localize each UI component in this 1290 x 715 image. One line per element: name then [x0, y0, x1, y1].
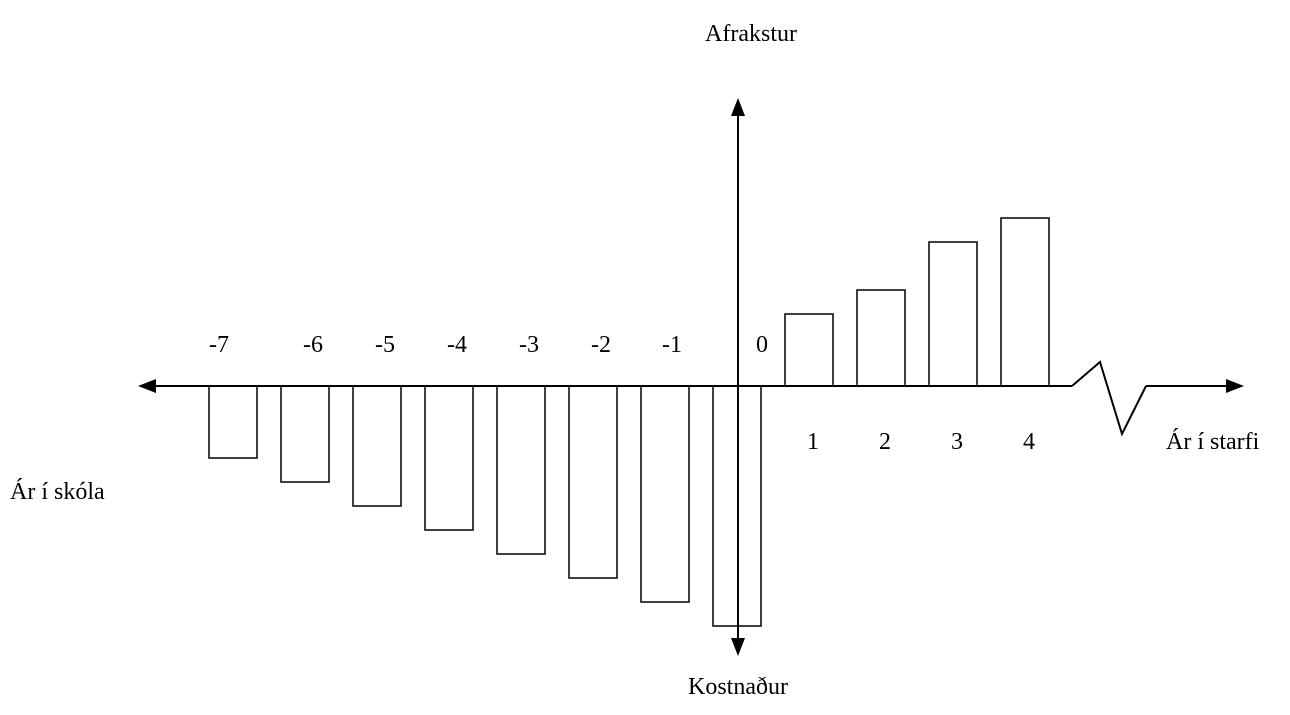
tick-label-work-1: 1 — [807, 429, 819, 455]
bar-work-3 — [928, 241, 978, 387]
tick-label-school--1: -1 — [662, 332, 682, 358]
left-arrow-icon — [138, 379, 156, 393]
axes — [152, 112, 1228, 642]
tick-labels: -7 -6 -5 -4 -3 -2 -1 0 1 2 3 4 — [209, 332, 1035, 455]
tick-label-school-0: 0 — [756, 332, 768, 358]
bar-school--1 — [640, 385, 690, 603]
bar-school--6 — [280, 385, 330, 483]
tick-label-school--7: -7 — [209, 332, 229, 358]
tick-label-school--2: -2 — [591, 332, 611, 358]
tick-label-work-4: 4 — [1023, 429, 1035, 455]
tick-label-school--3: -3 — [519, 332, 539, 358]
bars — [208, 217, 1050, 627]
tick-label-work-3: 3 — [951, 429, 963, 455]
axis-break-mark — [1071, 360, 1147, 437]
right-axis-label: Ár í starfi — [1166, 429, 1260, 455]
bar-work-2 — [856, 289, 906, 387]
bottom-axis-label: Kostnaður — [688, 674, 788, 700]
bar-work-4 — [1000, 217, 1050, 387]
right-arrow-icon — [1226, 379, 1244, 393]
bar-school--3 — [496, 385, 546, 555]
tick-label-school--5: -5 — [375, 332, 395, 358]
bar-school--5 — [352, 385, 402, 507]
bar-school--7 — [208, 385, 258, 459]
top-axis-label: Afrakstur — [705, 21, 797, 47]
left-axis-label: Ár í skóla — [10, 479, 105, 505]
tick-label-work-2: 2 — [879, 429, 891, 455]
up-arrow-icon — [731, 98, 745, 116]
bar-school--4 — [424, 385, 474, 531]
tick-label-school--6: -6 — [303, 332, 323, 358]
bar-work-1 — [784, 313, 834, 387]
bar-school--2 — [568, 385, 618, 579]
tick-label-school--4: -4 — [447, 332, 467, 358]
arrowheads — [138, 98, 1244, 656]
down-arrow-icon — [731, 638, 745, 656]
